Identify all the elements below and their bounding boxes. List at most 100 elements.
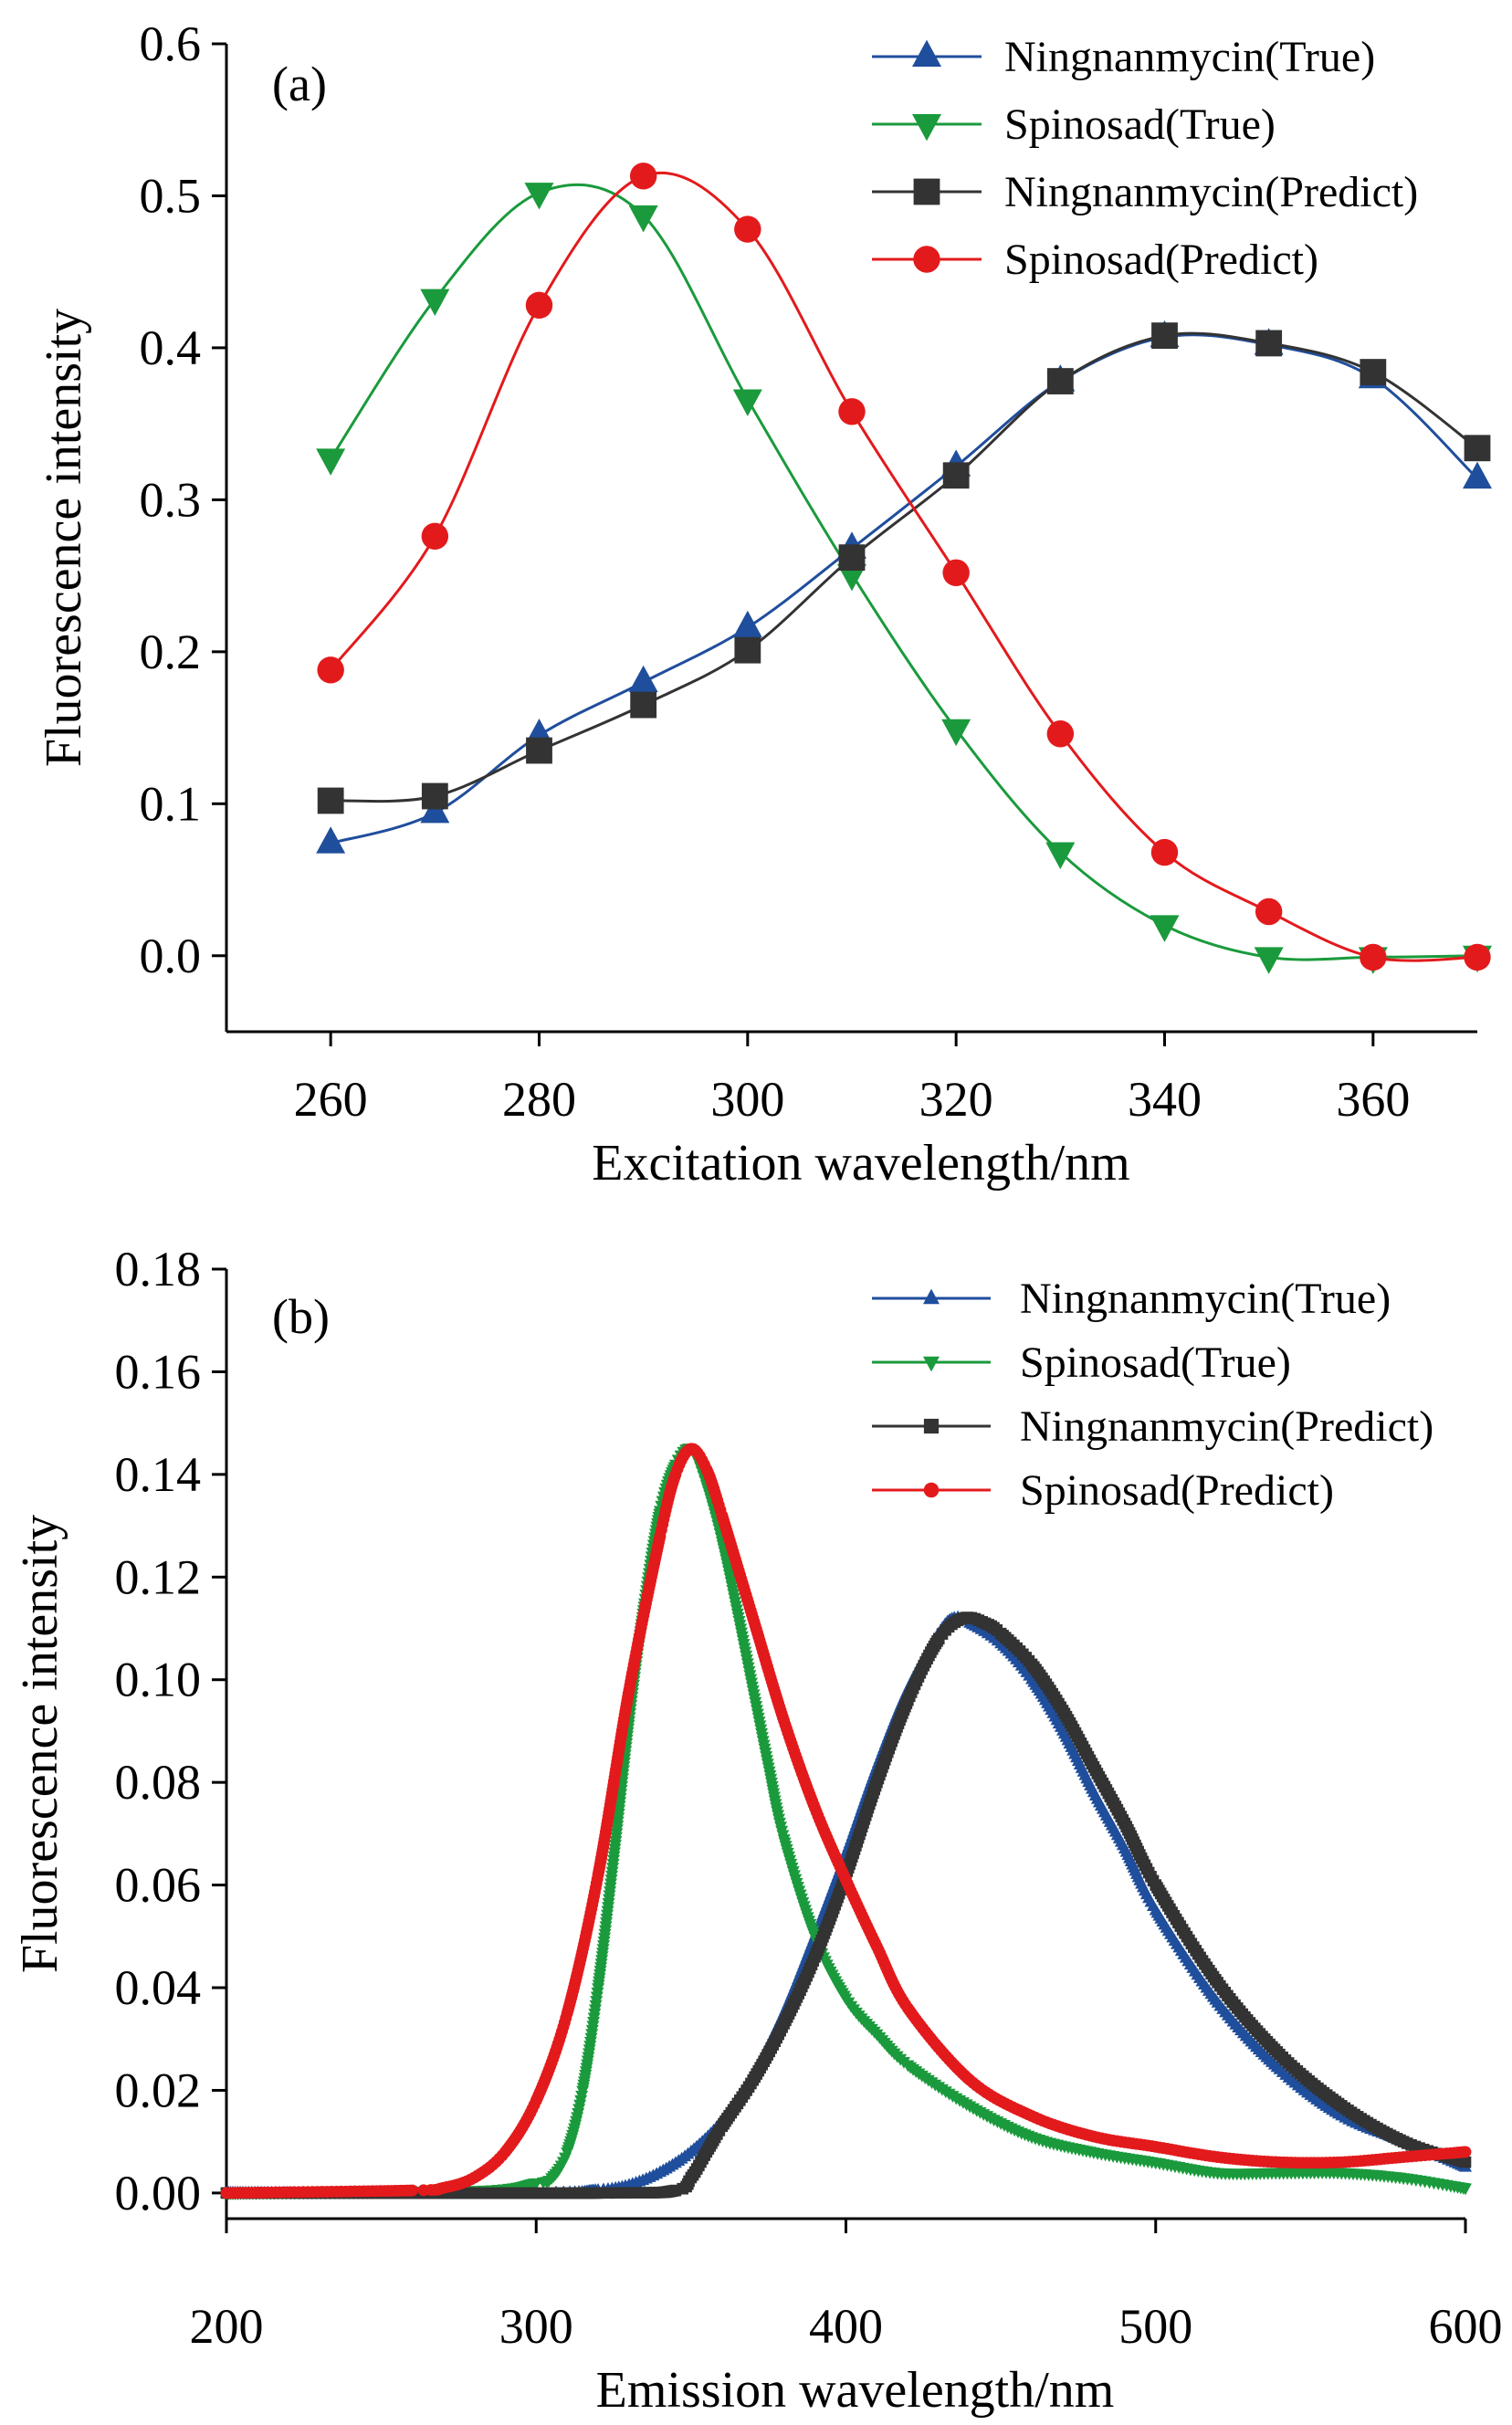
y-tick-label: 0.02 xyxy=(115,2063,202,2117)
data-point-marker xyxy=(420,289,450,317)
y-tick-label: 0.0 xyxy=(140,929,202,983)
legend-label: Ningnanmycin(True) xyxy=(1020,1275,1391,1323)
data-point-marker xyxy=(838,544,866,572)
data-point-marker xyxy=(421,522,449,551)
data-point-marker xyxy=(1255,898,1283,926)
data-point-marker xyxy=(575,2090,589,2103)
y-axis-title: Fluorescence intensity xyxy=(36,309,92,767)
data-point-marker xyxy=(734,636,761,664)
data-point-marker xyxy=(1464,943,1491,971)
data-point-marker xyxy=(524,183,554,210)
data-point-marker xyxy=(1459,2156,1472,2168)
legend-swatch-marker xyxy=(923,1482,940,1498)
legend-item: Ningnanmycin(Predict) xyxy=(872,168,1418,216)
x-tick-label: 600 xyxy=(1429,2299,1503,2354)
y-tick-label: 0.18 xyxy=(115,1242,202,1296)
data-point-marker xyxy=(629,163,657,190)
panel-a-excitation-chart: 0.0 0.1 0.2 0.3 0.4 0.5 0.6 260 280 300 320 340 360 E… xyxy=(36,16,1492,1192)
data-point-marker xyxy=(1463,461,1492,489)
panel-label: (b) xyxy=(272,1289,330,1344)
data-point-marker xyxy=(316,826,346,854)
y-tick-label: 0.14 xyxy=(115,1447,202,1502)
data-point-marker xyxy=(1046,720,1075,748)
data-point-marker xyxy=(732,610,762,638)
legend-swatch-marker xyxy=(912,39,941,68)
data-point-marker xyxy=(628,205,658,233)
x-tick-label: 320 xyxy=(919,1072,993,1127)
y-tick-label: 0.12 xyxy=(115,1549,202,1604)
data-point-marker xyxy=(1360,359,1387,385)
x-tick-label: 300 xyxy=(710,1072,784,1127)
y-tick-label: 0.08 xyxy=(115,1755,202,1810)
y-tick-label: 0.4 xyxy=(140,320,202,375)
series-ningnanmycin-predict xyxy=(317,322,1491,814)
data-point-marker xyxy=(628,665,658,693)
y-tick-label: 0.1 xyxy=(140,776,202,831)
x-tick-label: 200 xyxy=(190,2299,264,2354)
legend-label: Spinosad(Predict) xyxy=(1020,1466,1334,1515)
data-point-marker xyxy=(526,737,552,764)
y-tick-label: 0.06 xyxy=(115,1858,202,1913)
data-point-marker xyxy=(421,782,448,810)
y-tick-label: 0.2 xyxy=(140,625,202,679)
series-spinosad-predict xyxy=(220,1443,1472,2199)
data-point-marker xyxy=(1360,943,1387,971)
y-tick-label: 0.5 xyxy=(140,168,202,223)
data-point-marker xyxy=(630,691,657,719)
data-point-marker xyxy=(1459,2183,1472,2196)
legend: Ningnanmycin(True) Spinosad(True) Ningnanm… xyxy=(872,33,1418,284)
data-point-marker xyxy=(838,398,866,425)
legend-swatch-marker xyxy=(913,178,940,205)
data-point-marker xyxy=(1045,842,1076,869)
data-point-marker xyxy=(1255,330,1283,357)
data-point-marker xyxy=(1150,838,1179,866)
legend-item: Ningnanmycin(True) xyxy=(872,33,1375,81)
legend-swatch-marker xyxy=(923,1288,940,1305)
legend: Ningnanmycin(True) Spinosad(True) Ningnanm… xyxy=(872,1275,1433,1515)
data-point-marker xyxy=(592,2187,604,2199)
legend-label: Ningnanmycin(Predict) xyxy=(1004,168,1418,216)
panel-b-emission-chart: 0.00 0.02 0.04 0.06 0.08 0.10 0.12 0.14 0.16 0.18… xyxy=(12,1242,1503,2419)
x-axis-title: Excitation wavelength/nm xyxy=(592,1135,1129,1192)
data-point-marker xyxy=(941,719,971,747)
series-spinosad-true xyxy=(220,1443,1472,2200)
data-point-marker xyxy=(1151,322,1178,350)
series-spinosad-predict xyxy=(317,163,1491,971)
y-tick-label: 0.6 xyxy=(140,16,202,71)
x-tick-label: 360 xyxy=(1336,1072,1410,1127)
data-point-marker xyxy=(732,389,762,416)
y-tick-label: 0.00 xyxy=(115,2166,202,2220)
x-tick-label: 260 xyxy=(294,1072,368,1127)
legend-swatch-marker xyxy=(923,1418,940,1434)
data-point-marker xyxy=(525,291,553,320)
data-point-marker xyxy=(1464,435,1491,462)
x-tick-label: 280 xyxy=(502,1072,576,1127)
x-tick-label: 500 xyxy=(1118,2299,1192,2354)
data-point-marker xyxy=(317,787,344,814)
legend-swatch-marker xyxy=(923,1356,940,1372)
legend-item: Ningnanmycin(Predict) xyxy=(872,1402,1433,1451)
data-point-marker xyxy=(942,559,970,587)
y-tick-label: 0.04 xyxy=(115,1960,202,2015)
legend-item: Spinosad(True) xyxy=(872,1338,1291,1387)
legend-swatch-marker xyxy=(912,113,941,142)
x-axis-title: Emission wavelength/nm xyxy=(596,2362,1115,2419)
x-tick-label: 340 xyxy=(1128,1072,1202,1127)
data-point-marker xyxy=(837,563,866,592)
x-tick-label: 400 xyxy=(809,2299,883,2354)
legend-label: Spinosad(Predict) xyxy=(1004,236,1318,284)
x-tick-label: 300 xyxy=(499,2299,573,2354)
y-tick-label: 0.10 xyxy=(115,1653,202,1707)
data-point-marker xyxy=(1046,368,1074,394)
data-point-marker xyxy=(316,448,346,476)
data-point-marker xyxy=(942,462,970,489)
data-point-marker xyxy=(1459,2146,1472,2158)
panel-label: (a) xyxy=(272,57,327,111)
legend-label: Spinosad(True) xyxy=(1020,1338,1291,1387)
data-point-marker xyxy=(1254,947,1284,974)
data-point-marker xyxy=(603,2187,614,2199)
legend-item: Spinosad(Predict) xyxy=(872,236,1318,284)
data-point-marker xyxy=(420,795,450,824)
data-point-marker xyxy=(317,656,344,684)
